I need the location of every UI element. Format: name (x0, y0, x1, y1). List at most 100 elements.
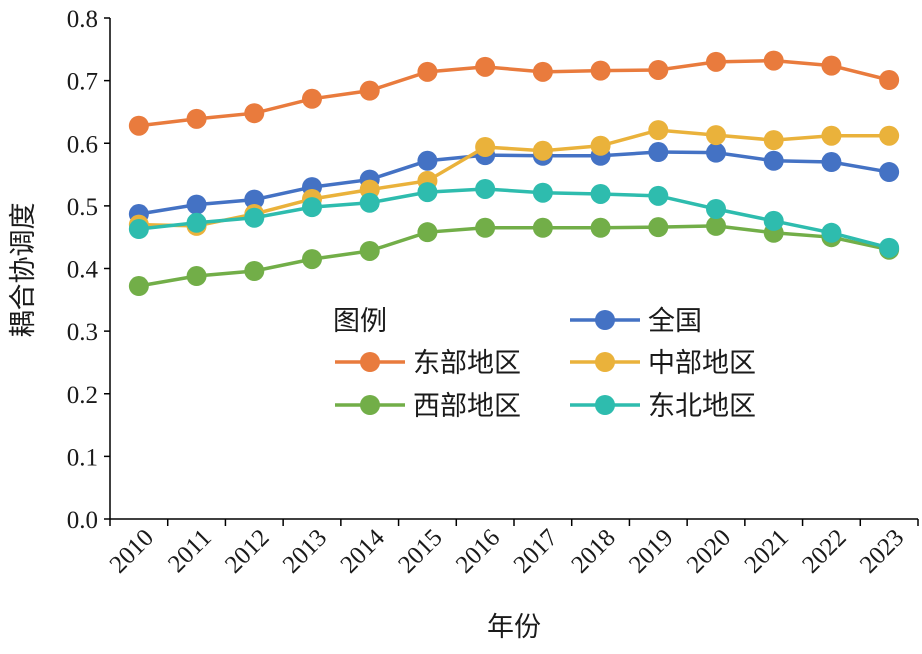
series-1 (128, 215, 900, 297)
data-point (417, 150, 438, 171)
data-point (763, 150, 784, 171)
data-point (648, 217, 669, 238)
legend-label: 东部地区 (413, 348, 521, 378)
data-point (648, 142, 669, 163)
series-2 (128, 142, 900, 225)
data-point (648, 59, 669, 80)
data-point (302, 249, 322, 270)
data-point (590, 135, 611, 156)
data-point (821, 55, 842, 76)
legend-label: 中部地区 (648, 348, 756, 378)
data-point (532, 182, 553, 203)
data-point (417, 182, 438, 203)
data-point (359, 240, 380, 261)
legend-item: 西部地区 (335, 391, 521, 421)
legend-item: 全国 (570, 306, 702, 336)
data-point (532, 217, 553, 238)
data-point (821, 152, 842, 173)
data-point (763, 130, 784, 151)
legend-swatch-marker (595, 395, 615, 415)
data-point (186, 108, 207, 129)
data-point (475, 137, 496, 158)
y-tick-label: 0.1 (67, 444, 98, 471)
data-point (417, 61, 438, 82)
y-tick-label: 0.7 (67, 69, 98, 96)
data-point (590, 183, 611, 204)
data-point (821, 125, 842, 146)
series-4 (128, 178, 900, 258)
data-point (186, 212, 207, 233)
data-point (590, 217, 611, 238)
x-tick-label: 2018 (566, 524, 620, 578)
data-point (186, 266, 207, 287)
data-point (763, 50, 784, 71)
data-point (532, 140, 553, 161)
data-point (648, 185, 669, 206)
data-point (302, 88, 322, 109)
data-point (417, 222, 438, 243)
data-point (590, 60, 611, 81)
data-point (244, 189, 265, 210)
legend-label: 东北地区 (648, 391, 756, 421)
data-point (879, 125, 900, 146)
legend-item: 东部地区 (335, 348, 521, 378)
series-0 (128, 50, 900, 136)
data-point (186, 194, 207, 215)
y-tick-label: 0.0 (67, 507, 98, 534)
data-point (359, 192, 380, 213)
x-axis-label: 年份 (487, 612, 541, 642)
data-point (706, 215, 726, 236)
y-tick-label: 0.6 (67, 131, 98, 158)
x-tick-label: 2014 (336, 524, 391, 579)
data-point (244, 261, 265, 282)
legend-item: 中部地区 (570, 348, 756, 378)
data-point (821, 222, 842, 243)
data-point (879, 237, 900, 258)
x-tick-label: 2012 (220, 524, 274, 578)
data-point (475, 217, 496, 238)
data-point (359, 80, 380, 101)
data-point (706, 142, 726, 163)
y-tick-label: 0.8 (67, 6, 98, 33)
data-point (475, 178, 496, 199)
data-point (128, 276, 149, 297)
data-point (532, 61, 553, 82)
x-tick-label: 2016 (451, 524, 505, 578)
x-tick-label: 2013 (278, 524, 332, 578)
data-point (706, 51, 726, 72)
legend-label: 全国 (648, 306, 702, 336)
data-point (475, 56, 496, 77)
series-group (128, 50, 900, 297)
x-tick-label: 2023 (855, 524, 909, 578)
legend-item: 东北地区 (570, 391, 756, 421)
data-point (648, 120, 669, 141)
legend-swatch-marker (595, 310, 615, 330)
data-point (128, 219, 149, 240)
data-point (879, 69, 900, 90)
data-point (302, 197, 322, 218)
legend-label: 西部地区 (413, 391, 521, 421)
legend-swatch-marker (360, 352, 380, 372)
legend-swatch-marker (595, 352, 615, 372)
x-tick-label: 2022 (797, 524, 851, 578)
x-tick-label: 2010 (105, 524, 159, 578)
x-tick-label: 2021 (740, 524, 794, 578)
x-tick-label: 2011 (163, 524, 217, 578)
y-tick-label: 0.5 (67, 194, 98, 221)
y-tick-label: 0.2 (67, 382, 98, 409)
data-point (763, 210, 784, 231)
legend-title: 图例 (333, 306, 387, 336)
data-point (879, 162, 900, 183)
x-tick-label: 2017 (509, 524, 563, 578)
y-tick-label: 0.3 (67, 319, 98, 346)
data-point (706, 125, 726, 146)
legend-swatch-marker (360, 395, 380, 415)
x-tick-label: 2020 (682, 524, 736, 578)
x-tick-label: 2015 (393, 524, 447, 578)
data-point (706, 199, 726, 220)
y-tick-label: 0.4 (67, 257, 99, 284)
y-axis-label: 耦合协调度 (8, 203, 38, 338)
